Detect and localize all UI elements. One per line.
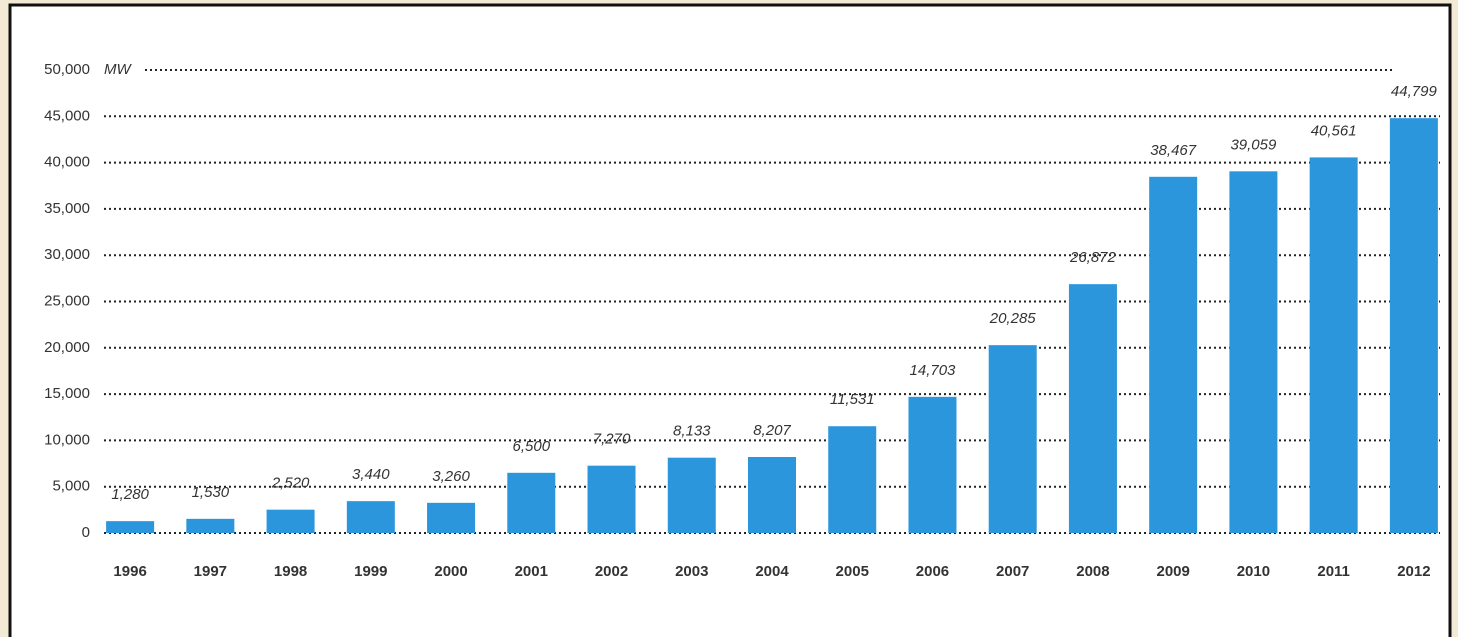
x-tick-label: 2004 bbox=[755, 563, 789, 580]
y-tick-label: 10,000 bbox=[44, 431, 90, 448]
value-label: 26,872 bbox=[1069, 249, 1117, 266]
x-tick-label: 2002 bbox=[595, 563, 628, 580]
x-tick-label: 2012 bbox=[1397, 563, 1430, 580]
y-tick-label: 15,000 bbox=[44, 385, 90, 402]
y-tick-label: 45,000 bbox=[44, 107, 90, 124]
x-tick-label: 1999 bbox=[354, 563, 387, 580]
value-label: 44,799 bbox=[1391, 83, 1438, 100]
y-tick-label: 0 bbox=[82, 524, 90, 541]
bar bbox=[186, 518, 235, 533]
value-label: 38,467 bbox=[1150, 142, 1197, 159]
bar bbox=[908, 396, 957, 533]
bar bbox=[587, 465, 636, 533]
y-tick-label: 20,000 bbox=[44, 339, 90, 356]
value-label: 40,561 bbox=[1311, 122, 1357, 139]
bar bbox=[828, 426, 877, 533]
x-tick-label: 2010 bbox=[1237, 563, 1270, 580]
value-label: 20,285 bbox=[989, 310, 1037, 327]
y-unit-label: MW bbox=[104, 61, 132, 78]
y-tick-label: 25,000 bbox=[44, 292, 90, 309]
value-label: 3,260 bbox=[432, 468, 470, 485]
x-tick-label: 1998 bbox=[274, 563, 307, 580]
x-tick-label: 2009 bbox=[1156, 563, 1189, 580]
x-tick-label: 2005 bbox=[836, 563, 869, 580]
y-tick-label: 35,000 bbox=[44, 200, 90, 217]
x-tick-label: 2011 bbox=[1317, 563, 1350, 580]
bar bbox=[106, 521, 155, 533]
x-tick-label: 2001 bbox=[515, 563, 548, 580]
value-label: 8,207 bbox=[753, 422, 791, 439]
bar bbox=[1229, 171, 1278, 533]
bar bbox=[1068, 284, 1117, 533]
x-tick-label: 1996 bbox=[113, 563, 146, 580]
bar bbox=[1309, 157, 1358, 533]
bar bbox=[427, 502, 476, 533]
value-label: 7,270 bbox=[593, 431, 631, 448]
value-label: 8,133 bbox=[673, 423, 711, 440]
y-tick-label: 40,000 bbox=[44, 154, 90, 171]
bar bbox=[507, 472, 556, 533]
x-tick-label: 2008 bbox=[1076, 563, 1109, 580]
value-label: 39,059 bbox=[1230, 136, 1277, 153]
bar bbox=[1149, 176, 1198, 533]
y-tick-label: 50,000 bbox=[44, 61, 90, 78]
bar bbox=[748, 457, 796, 533]
bar bbox=[1389, 118, 1438, 534]
value-label: 1,280 bbox=[111, 486, 149, 503]
bar bbox=[988, 345, 1037, 533]
x-tick-label: 1997 bbox=[194, 563, 227, 580]
y-tick-label: 30,000 bbox=[44, 246, 90, 263]
x-tick-label: 2000 bbox=[434, 563, 467, 580]
value-label: 6,500 bbox=[513, 438, 551, 455]
frame bbox=[8, 3, 1452, 637]
value-label: 3,440 bbox=[352, 466, 390, 483]
value-label: 2,520 bbox=[271, 475, 310, 492]
value-label: 14,703 bbox=[910, 362, 957, 379]
x-tick-label: 2003 bbox=[675, 563, 708, 580]
bar bbox=[667, 457, 716, 533]
bar bbox=[346, 501, 395, 533]
bar bbox=[266, 509, 315, 533]
value-label: 1,530 bbox=[192, 484, 230, 501]
y-tick-label: 5,000 bbox=[52, 478, 90, 495]
x-tick-label: 2007 bbox=[996, 563, 1029, 580]
x-tick-label: 2006 bbox=[916, 563, 949, 580]
value-label: 11,531 bbox=[830, 391, 875, 408]
